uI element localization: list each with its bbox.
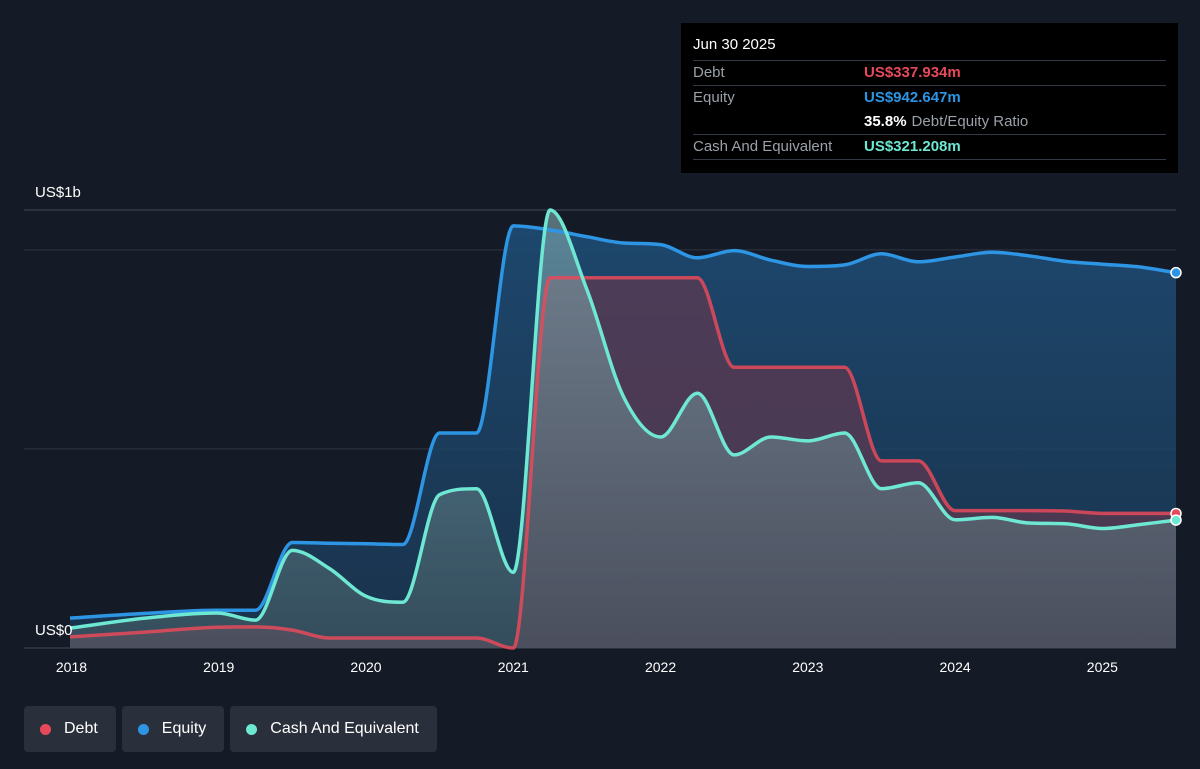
cash-line <box>69 208 1177 630</box>
tooltip-row-debt: Debt US$337.934m <box>693 61 1166 86</box>
tooltip-row-cash: Cash And Equivalent US$321.208m <box>693 135 1166 160</box>
legend-item-debt[interactable]: Debt <box>24 706 116 752</box>
tooltip-equity-value: US$942.647m <box>864 89 961 106</box>
chart-canvas: US$1b US$0 2018 2019 2020 2021 2022 2023 2024 202… <box>24 184 1182 675</box>
label-layer: US$1b US$0 2018 2019 2020 2021 2022 2023 2024 202… <box>35 184 1118 675</box>
marker-layer <box>1170 266 1182 526</box>
tooltip: Jun 30 2025 Debt US$337.934m Equity US$9… <box>681 23 1178 173</box>
tooltip-ratio-value: 35.8% <box>864 113 907 130</box>
tooltip-row-equity: Equity US$942.647m <box>693 86 1166 110</box>
legend-label-cash: Cash And Equivalent <box>270 720 419 737</box>
equity-line <box>69 224 1177 620</box>
legend-label-debt: Debt <box>64 720 98 737</box>
legend: Debt Equity Cash And Equivalent <box>24 706 437 752</box>
tooltip-debt-label: Debt <box>693 64 725 81</box>
tooltip-debt-value: US$337.934m <box>864 64 961 81</box>
x-tick-label-2023: 2023 <box>792 659 823 675</box>
end-marker-cash-and-equivalent <box>1170 514 1182 526</box>
x-tick-label-2024: 2024 <box>940 659 971 675</box>
line-layer <box>69 208 1177 650</box>
legend-dot-cash-icon <box>246 723 258 735</box>
tooltip-ratio-label: Debt/Equity Ratio <box>911 113 1029 130</box>
x-tick-label-2018: 2018 <box>56 659 87 675</box>
x-tick-label-2019: 2019 <box>203 659 234 675</box>
tooltip-date: Jun 30 2025 <box>693 35 1166 61</box>
x-tick-label-2021: 2021 <box>498 659 529 675</box>
legend-dot-debt-icon <box>40 723 51 735</box>
debt-line <box>69 275 1176 650</box>
x-tick-label-2022: 2022 <box>645 659 676 675</box>
x-tick-label-2025: 2025 <box>1087 659 1118 675</box>
legend-label-equity: Equity <box>161 720 207 737</box>
legend-item-cash[interactable]: Cash And Equivalent <box>230 706 437 752</box>
y-tick-label-0: US$1b <box>35 184 81 201</box>
legend-dot-equity-icon <box>137 723 149 735</box>
x-tick-label-2020: 2020 <box>350 659 381 675</box>
tooltip-ratio-spacer <box>693 110 864 134</box>
tooltip-cash-label: Cash And Equivalent <box>693 138 833 155</box>
legend-item-equity[interactable]: Equity <box>121 706 225 752</box>
end-marker-equity <box>1170 266 1182 279</box>
tooltip-equity-label: Equity <box>693 89 735 106</box>
y-tick-label-1: US$0 <box>35 622 73 639</box>
area-layer <box>70 210 1176 648</box>
tooltip-cash-value: US$321.208m <box>864 138 961 155</box>
tooltip-row-ratio: 35.8% Debt/Equity Ratio <box>693 110 1166 135</box>
cash-area <box>70 210 1176 648</box>
